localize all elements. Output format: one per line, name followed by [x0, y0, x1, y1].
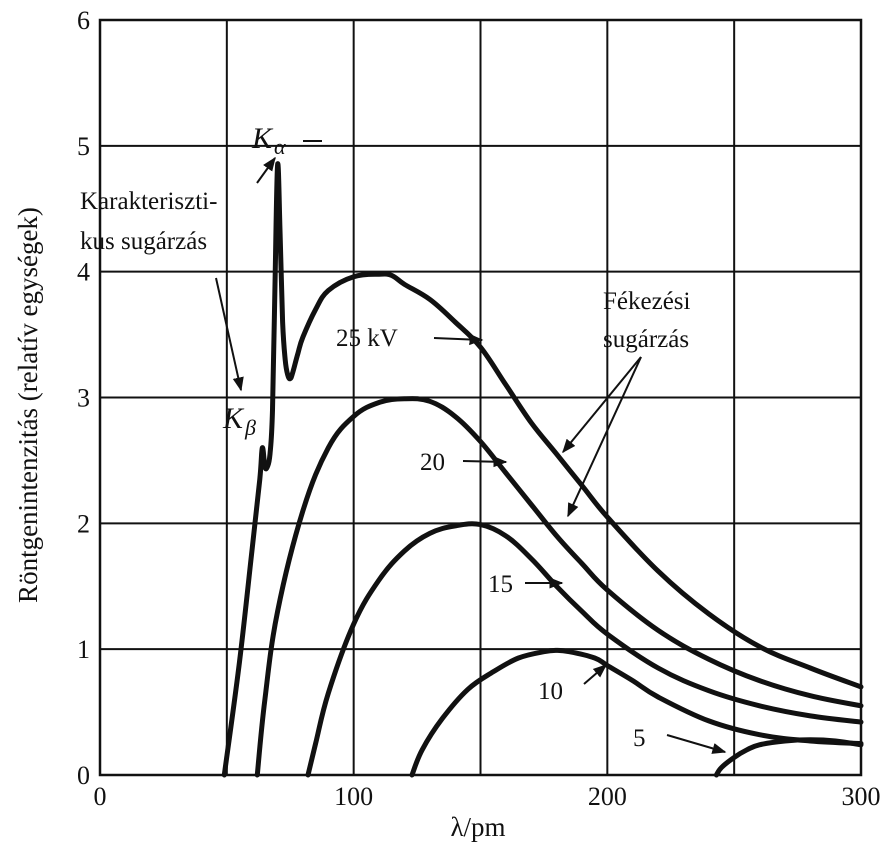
characteristic-label-line1: Karakteriszti-: [80, 188, 217, 215]
series-line-15: [305, 521, 864, 778]
plot-frame: [98, 18, 863, 777]
x-axis-title: λ/pm: [450, 812, 505, 842]
curve-label-25kv: 25 kV: [336, 325, 398, 352]
k-alpha-label: Kα: [251, 122, 286, 159]
y-axis-title: Röntgenintenzitás (relatív egységek): [13, 207, 43, 603]
series-line-5: [713, 737, 864, 778]
y-tick-label: 5: [77, 132, 90, 161]
x-tick-label: 100: [334, 782, 373, 811]
curve-label-20: 20: [420, 449, 445, 476]
x-tick-label: 200: [588, 782, 627, 811]
bremsstrahlung-arrow-1: [562, 356, 642, 454]
x-tick-label: 0: [94, 782, 107, 811]
series-line-10: [409, 647, 864, 778]
curve-label-10: 10: [538, 678, 563, 705]
bremsstrahlung-arrow-2: [567, 356, 642, 518]
y-tick-label: 3: [77, 384, 90, 413]
curve-label-15: 15: [488, 571, 513, 598]
grid: [98, 18, 863, 777]
curve-arrow-10: [583, 664, 608, 685]
spectrum-curves: [221, 161, 864, 778]
y-tick-label: 1: [77, 635, 90, 664]
series-line-20: [254, 396, 864, 778]
curve-arrow-25kv: [433, 333, 484, 346]
bremsstrahlung-label-line2: sugárzás: [603, 326, 689, 353]
characteristic-arrow: [215, 277, 244, 392]
y-tick-label: 4: [77, 258, 90, 287]
y-tick-label: 2: [77, 509, 90, 538]
x-tick-label: 300: [842, 782, 881, 811]
curve-label-5: 5: [633, 725, 646, 752]
y-tick-label: 6: [77, 6, 90, 35]
curve-arrow-20: [462, 456, 508, 468]
y-tick-label: 0: [77, 761, 90, 790]
x-tick-labels: 0 100 200 300: [94, 782, 881, 811]
series-line-25-kv: [221, 161, 864, 778]
y-tick-labels: 0 1 2 3 4 5 6: [77, 6, 90, 790]
k-alpha-arrow: [256, 156, 276, 184]
characteristic-label-line2: kus sugárzás: [80, 228, 207, 255]
curve-arrow-5: [666, 734, 727, 754]
bremsstrahlung-label-line1: Fékezési: [603, 288, 691, 315]
k-beta-label: Kβ: [222, 402, 256, 440]
